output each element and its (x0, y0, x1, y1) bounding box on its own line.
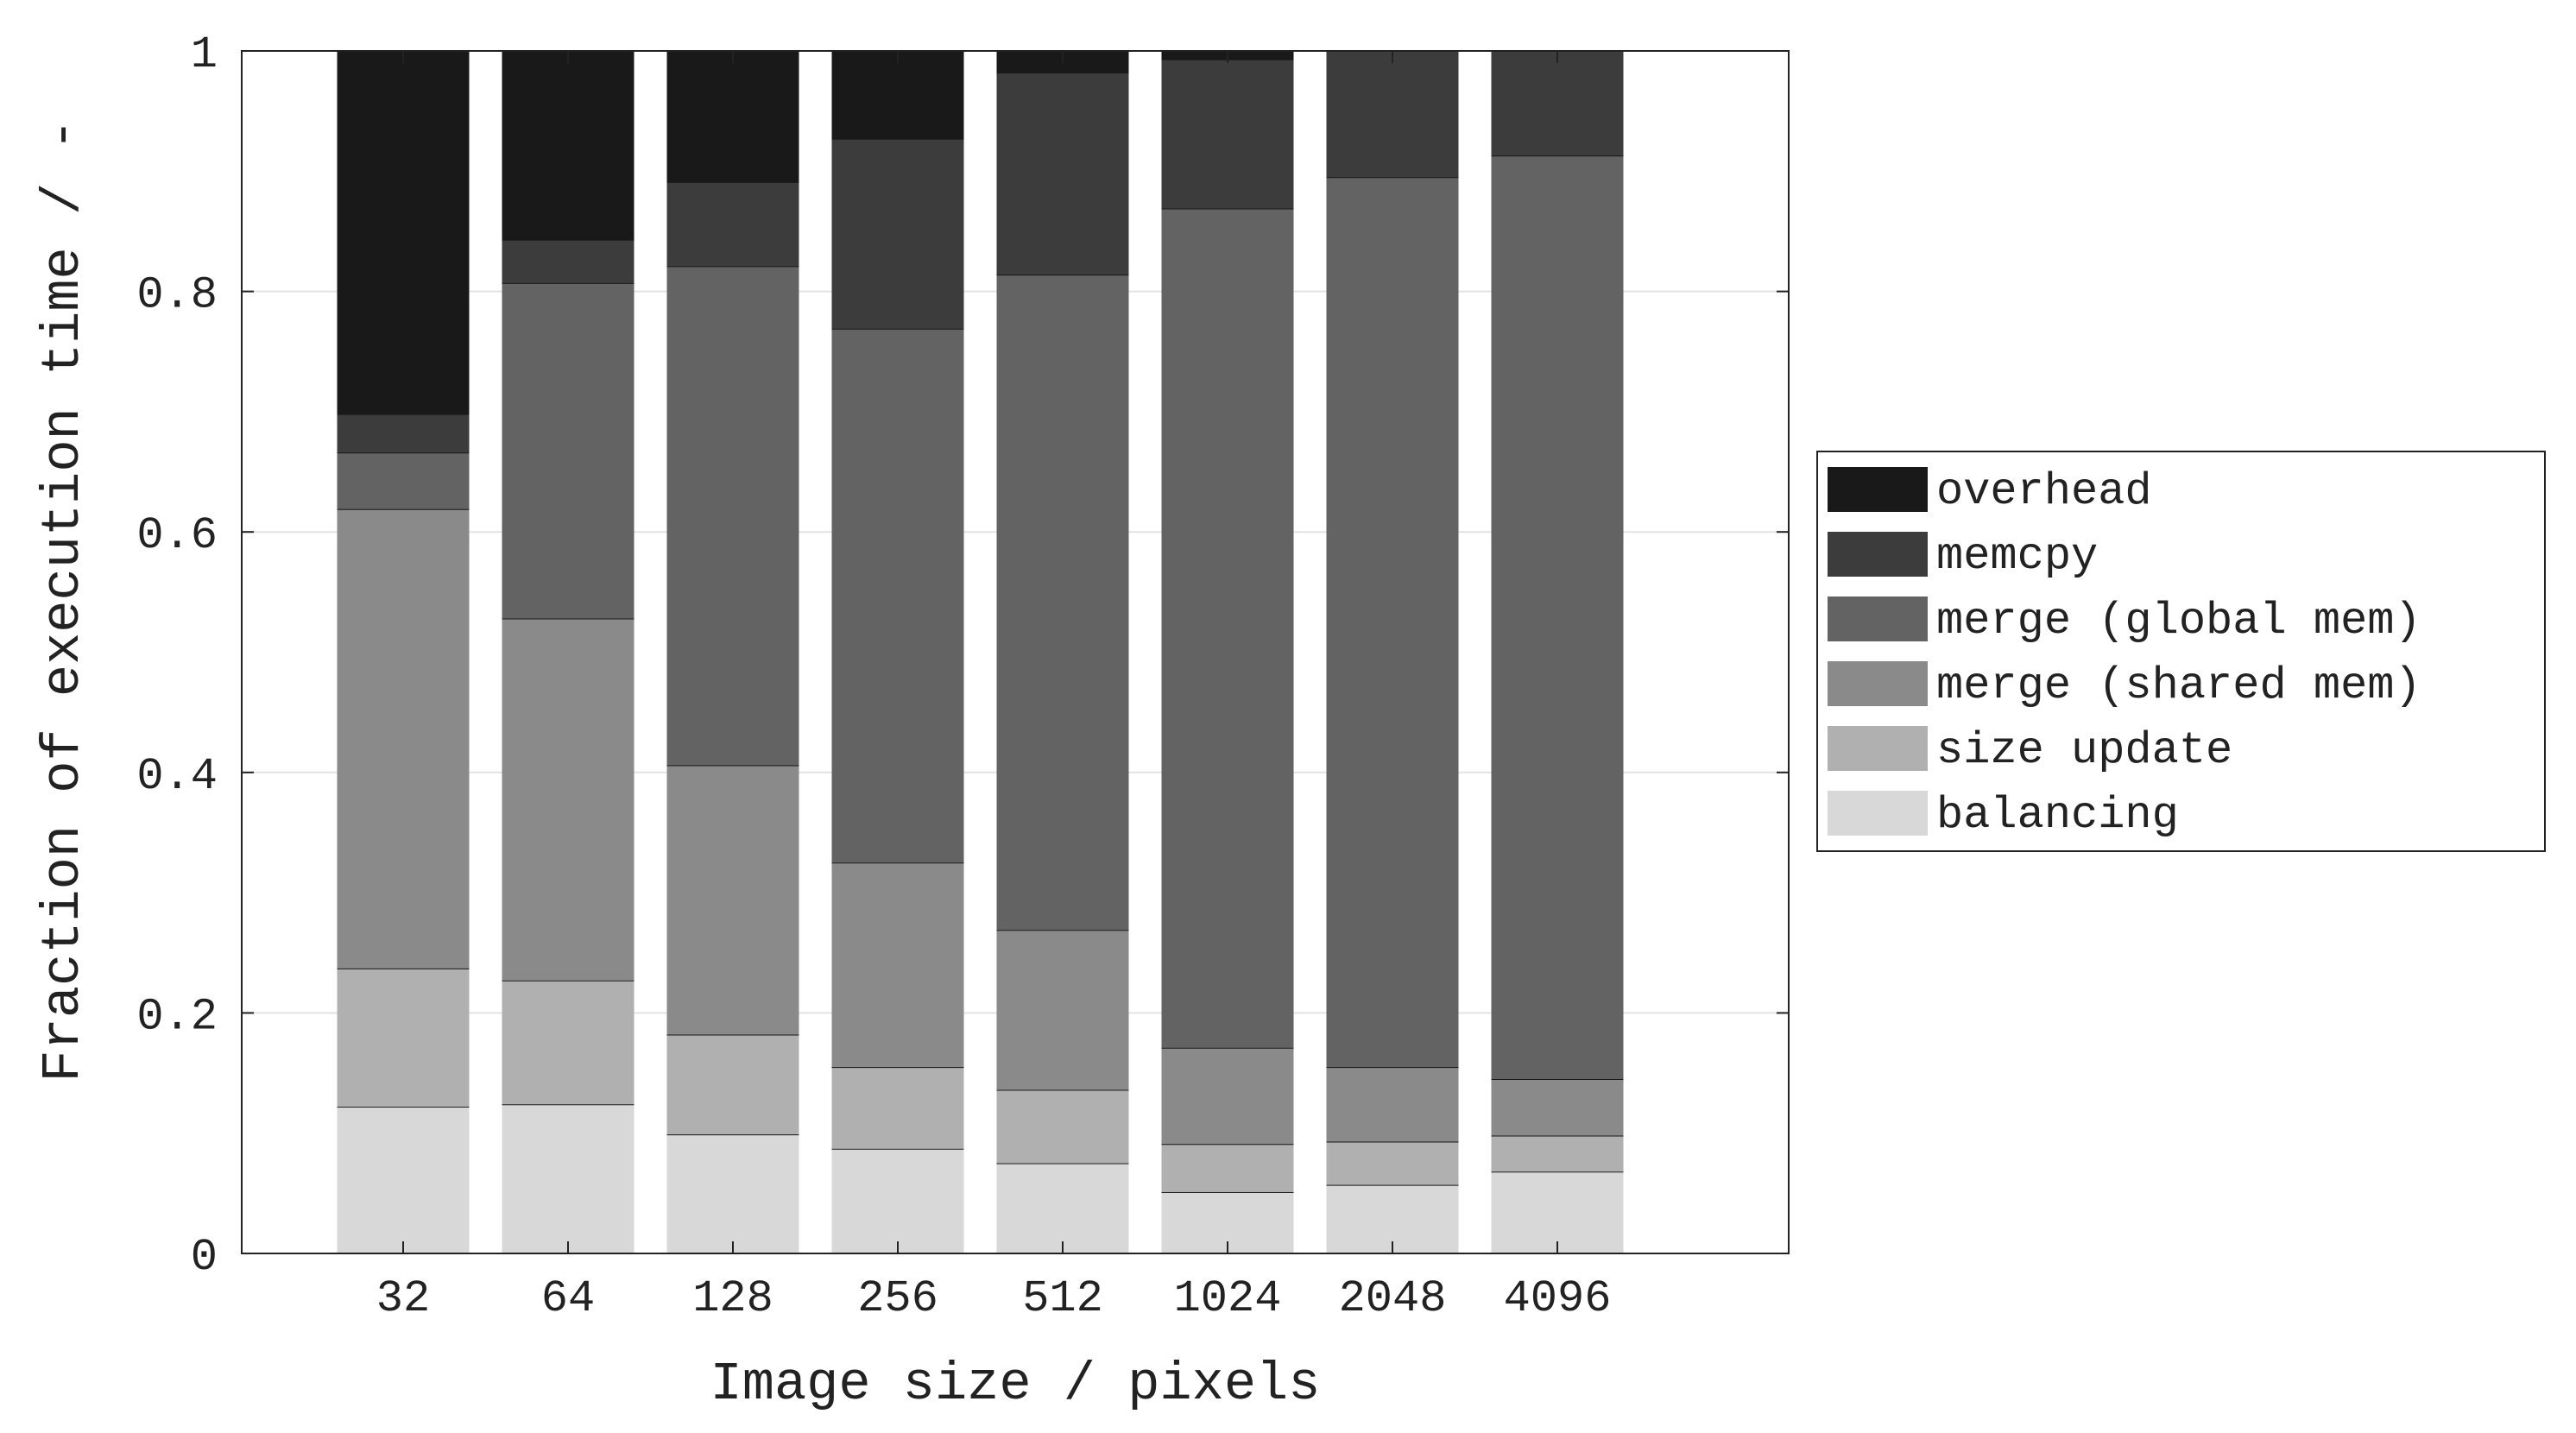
legend-swatch (1828, 597, 1928, 641)
bar-segment (1326, 51, 1459, 178)
legend-box (1816, 451, 2546, 852)
bar-segment (502, 51, 635, 240)
bar-segment (831, 138, 964, 329)
bar-segment (337, 968, 470, 1108)
x-tick-label: 64 (541, 1273, 595, 1324)
bar-segment (337, 413, 470, 453)
bar-segment (337, 51, 470, 414)
y-tick-label: 0.4 (136, 751, 218, 802)
bar-segment (1161, 208, 1294, 1048)
y-tick-label: 0 (191, 1232, 218, 1283)
bar-segment (996, 73, 1129, 275)
y-tick-label: 0.2 (136, 991, 218, 1042)
bar-segment (666, 181, 799, 267)
bar-segment (1491, 1171, 1624, 1253)
bar-segment (1491, 1079, 1624, 1136)
legend-label: balancing (1936, 790, 2179, 841)
bar-segment (502, 239, 635, 283)
x-tick-label: 32 (376, 1273, 430, 1324)
bar-segment (831, 1148, 964, 1253)
legend-swatch (1828, 661, 1928, 706)
bar-segment (996, 1163, 1129, 1253)
x-tick-label: 512 (1022, 1273, 1103, 1324)
bar-segment (831, 51, 964, 139)
legend-label: size update (1936, 725, 2232, 776)
legend-swatch (1828, 726, 1928, 771)
bar-segment (502, 1104, 635, 1253)
bar-segment (1491, 51, 1624, 156)
bar-segment (337, 508, 470, 969)
bar-segment (502, 618, 635, 981)
bar-segment (502, 282, 635, 619)
bar-segment (337, 1107, 470, 1253)
x-tick-label: 1024 (1174, 1273, 1282, 1324)
bar-segment (502, 980, 635, 1105)
bar-segment (666, 266, 799, 766)
bar-segment (831, 862, 964, 1068)
bar-segment (996, 275, 1129, 931)
bar-segment (666, 1134, 799, 1253)
y-tick-label: 0.8 (136, 270, 218, 321)
legend-swatch (1828, 791, 1928, 836)
x-tick-label: 2048 (1339, 1273, 1447, 1324)
bar-segment (1491, 1135, 1624, 1172)
y-tick-label: 1 (191, 29, 218, 80)
bar-segment (1491, 155, 1624, 1080)
axis-ticks: 0 0.2 0.4 0.6 0.8 1 32 64 128 256 512 1024 2048 4096 (136, 29, 1789, 1324)
bar-segment (831, 1067, 964, 1149)
bar-segment (666, 1034, 799, 1135)
legend: overhead memcpy merge (global mem) merge (s… (1816, 451, 2546, 852)
legend-label: merge (shared mem) (1936, 660, 2421, 711)
plot-area-frame (241, 50, 1790, 1254)
bar-segment (1326, 177, 1459, 1068)
bar-segment (666, 765, 799, 1035)
x-tick-label: 4096 (1504, 1273, 1612, 1324)
bar-segment (1161, 1047, 1294, 1145)
legend-swatch (1828, 467, 1928, 512)
bar-segment (996, 1089, 1129, 1164)
legend-label: memcpy (1936, 531, 2098, 582)
legend-label: overhead (1936, 466, 2152, 517)
y-tick-label: 0.6 (136, 510, 218, 561)
x-tick-label: 256 (857, 1273, 938, 1324)
y-axis-label: Fraction of execution time / - (33, 118, 94, 1082)
bar-segment (1326, 1141, 1459, 1185)
x-axis-label: Image size / pixels (710, 1354, 1321, 1415)
bar-segment (1161, 59, 1294, 209)
x-tick-label: 128 (692, 1273, 773, 1324)
bar-segment (337, 452, 470, 509)
bar-segment (831, 328, 964, 863)
bar-segment (666, 51, 799, 182)
bar-segment (1326, 1067, 1459, 1142)
bar-segment (1161, 1144, 1294, 1192)
bars (337, 51, 1624, 1253)
legend-label: merge (global mem) (1936, 596, 2421, 647)
legend-swatch (1828, 532, 1928, 577)
bar-segment (996, 930, 1129, 1090)
